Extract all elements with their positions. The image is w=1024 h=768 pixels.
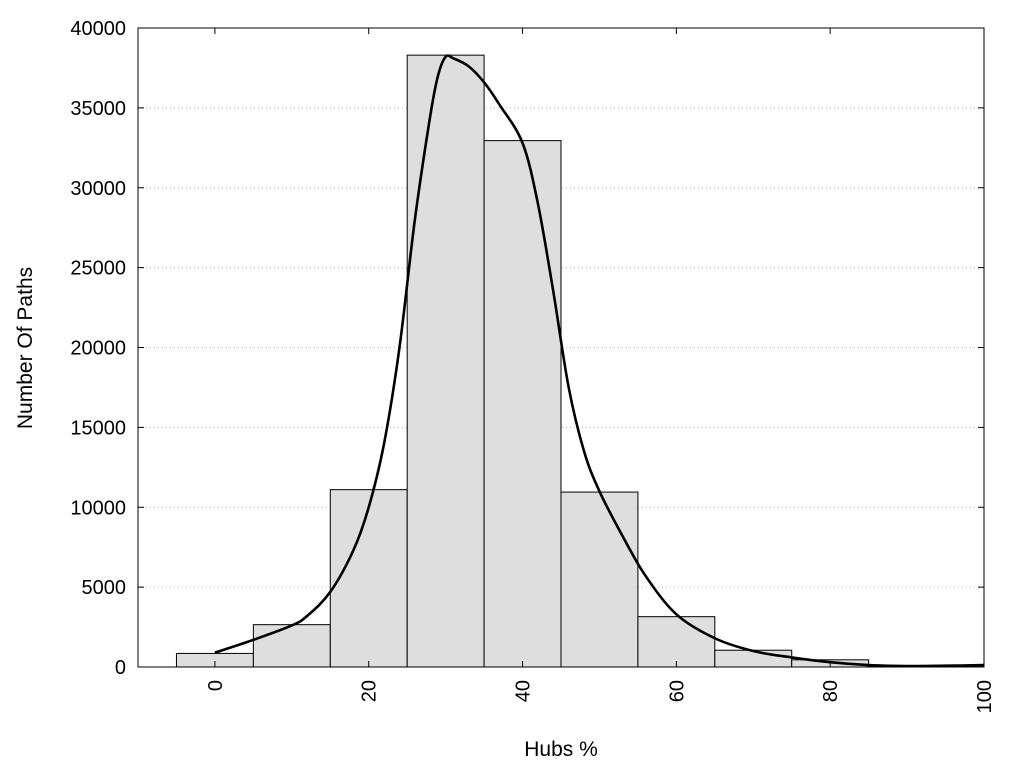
x-tick-label: 60 — [666, 680, 688, 702]
y-tick-label: 30000 — [70, 178, 126, 200]
y-tick-label: 0 — [115, 657, 126, 679]
y-tick-label: 35000 — [70, 98, 126, 120]
x-axis-title: Hubs % — [524, 738, 598, 761]
y-tick-label: 10000 — [70, 497, 126, 519]
y-tick-label: 40000 — [70, 18, 126, 40]
x-tick-label: 80 — [820, 680, 842, 702]
bar-60 — [637, 616, 716, 668]
x-axis: 0 20 40 60 80 100 — [205, 28, 996, 713]
y-tick-label: 15000 — [70, 417, 126, 439]
bar-70 — [714, 649, 793, 668]
y-tick-label: 25000 — [70, 258, 126, 280]
y-tick-label: 20000 — [70, 338, 126, 360]
x-tick-label: 20 — [359, 680, 381, 702]
density-curve-layer — [214, 54, 985, 668]
bar-40 — [483, 140, 562, 668]
x-tick-label: 100 — [974, 680, 996, 713]
x-tick-label: 40 — [513, 680, 535, 702]
bar-20 — [329, 489, 408, 668]
bar-10 — [252, 624, 331, 668]
y-axis-title: Number Of Paths — [14, 267, 37, 429]
y-tick-label: 5000 — [82, 577, 127, 599]
x-tick-label: 0 — [205, 680, 227, 691]
density-curve — [214, 54, 985, 668]
bar-50 — [560, 491, 639, 668]
bars — [175, 54, 947, 668]
y-axis: 0 5000 10000 15000 20000 25000 30000 35000 40000 — [70, 18, 984, 679]
grid-lines — [138, 107, 984, 588]
bar-30 — [406, 54, 485, 668]
